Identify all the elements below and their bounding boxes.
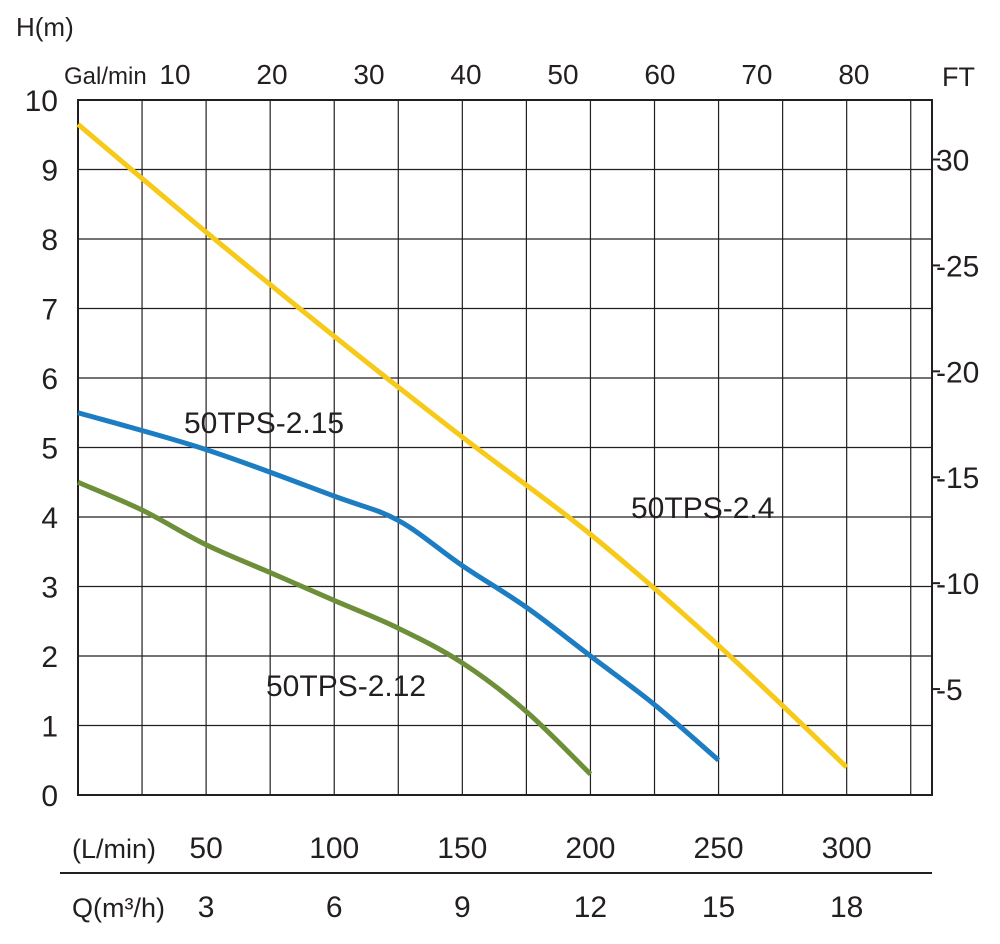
y-tick-label: 1 [41, 711, 58, 744]
top-tick-label: 80 [838, 59, 869, 90]
top-tick-label: 70 [741, 59, 772, 90]
y-axis-label: H(m) [16, 12, 74, 42]
top-tick-label: 10 [159, 59, 190, 90]
y-tick-label: 3 [41, 572, 58, 605]
top-tick-label: 40 [450, 59, 481, 90]
lmin-tick-label: 200 [565, 832, 615, 865]
lmin-tick-label: 150 [437, 832, 487, 865]
q-tick-label: 3 [198, 891, 215, 924]
lmin-tick-label: 300 [822, 832, 872, 865]
series-label-50tps-2-12: 50TPS-2.12 [266, 670, 426, 703]
series-label-50tps-2-15: 50TPS-2.15 [184, 407, 344, 440]
lmin-tick-label: 100 [309, 832, 359, 865]
series-label-50tps-2-4: 50TPS-2.4 [631, 492, 774, 525]
plot-frame [77, 99, 933, 796]
q-axis-label: Q(m³/h) [72, 893, 165, 923]
y-tick-label: 0 [41, 780, 58, 813]
right-tick-label: -25 [936, 250, 979, 283]
top-tick-label: 20 [256, 59, 287, 90]
q-tick-label: 18 [830, 891, 863, 924]
lmin-tick-label: 50 [189, 832, 222, 865]
right-tick-label: -15 [936, 462, 979, 495]
grid [60, 99, 940, 874]
right-tick-label: -5 [936, 674, 963, 707]
y-tick-label: 2 [41, 641, 58, 674]
q-tick-label: 15 [702, 891, 735, 924]
series-lines [76, 122, 849, 776]
labels: H(m) Gal/min FT (L/min) Q(m³/h) 50TPS-2.… [16, 12, 979, 924]
right-tick-label: 30 [936, 144, 969, 177]
right-tick-label: -10 [936, 568, 979, 601]
y-tick-label: 10 [25, 85, 58, 118]
q-tick-label: 9 [454, 891, 471, 924]
top-tick-label: 30 [353, 59, 384, 90]
top-tick-label: 60 [644, 59, 675, 90]
y-tick-label: 4 [41, 502, 58, 535]
y-tick-label: 6 [41, 363, 58, 396]
series-line-50tps-2-12 [77, 479, 593, 776]
y-tick-label: 8 [41, 224, 58, 257]
series-line-50tps-2-15 [77, 410, 721, 763]
q-tick-label: 12 [574, 891, 607, 924]
lmin-tick-label: 250 [694, 832, 744, 865]
y-tick-label: 9 [41, 155, 58, 188]
lmin-axis-label: (L/min) [72, 834, 156, 864]
y-tick-label: 5 [41, 433, 58, 466]
right-tick-label: -20 [936, 356, 979, 389]
series-line-50tps-2-4 [76, 122, 849, 770]
top-axis-label: Gal/min [64, 63, 147, 90]
right-axis-label: FT [942, 62, 975, 92]
y-tick-label: 7 [41, 294, 58, 327]
q-tick-label: 6 [326, 891, 343, 924]
top-tick-label: 50 [547, 59, 578, 90]
